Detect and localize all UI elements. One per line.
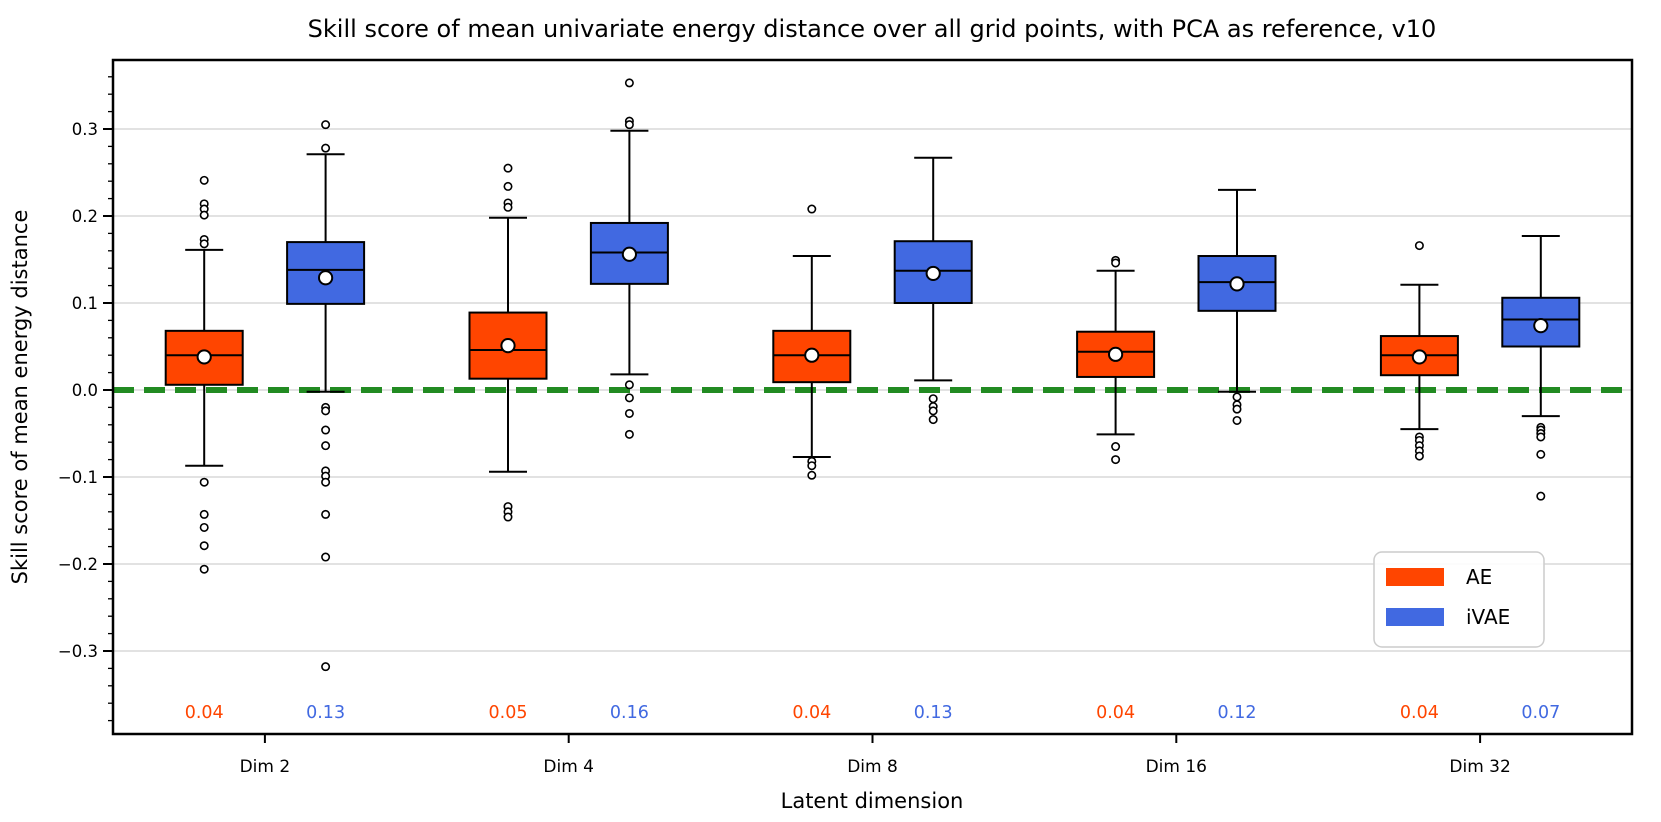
legend-label-ivae: iVAE xyxy=(1466,605,1510,629)
boxplot-ae-dim-32 xyxy=(1379,241,1459,461)
outlier-point xyxy=(503,202,513,212)
y-tick-label: 0.1 xyxy=(72,294,98,313)
x-tick-label: Dim 4 xyxy=(543,757,594,777)
outlier-point xyxy=(199,239,209,249)
outlier-point xyxy=(1111,455,1121,465)
legend-swatch-ivae xyxy=(1386,608,1444,626)
mean-value-label-ivae: 0.13 xyxy=(306,703,345,723)
outlier-point xyxy=(321,552,331,562)
outlier-point xyxy=(199,175,209,185)
boxplot-ae-dim-4 xyxy=(468,163,548,522)
mean-marker xyxy=(1533,318,1549,334)
boxplot-ivae-dim-2 xyxy=(286,120,366,672)
outlier-point xyxy=(321,662,331,672)
mean-value-label-ivae: 0.12 xyxy=(1218,703,1257,723)
outlier-point xyxy=(807,461,817,471)
mean-marker xyxy=(925,265,941,282)
mean-marker xyxy=(500,338,516,354)
x-tick-label: Dim 16 xyxy=(1146,757,1207,777)
mean-value-label-ivae: 0.13 xyxy=(914,703,953,723)
boxplot-ivae-dim-32 xyxy=(1501,235,1581,501)
mean-value-label-ae: 0.05 xyxy=(489,703,528,723)
outlier-point xyxy=(807,470,817,480)
mean-value-label-ae: 0.04 xyxy=(1400,703,1439,723)
outlier-point xyxy=(503,181,513,191)
mean-value-label-ae: 0.04 xyxy=(792,703,831,723)
outlier-point xyxy=(199,541,209,551)
outlier-point xyxy=(321,425,331,435)
y-axis-label: Skill score of mean energy distance xyxy=(8,210,32,585)
y-tick-label: −0.1 xyxy=(58,468,98,487)
outlier-point xyxy=(199,522,209,532)
outlier-point xyxy=(321,120,331,130)
outlier-point xyxy=(1536,491,1546,501)
boxplot-ae-dim-2 xyxy=(164,175,244,574)
mean-marker xyxy=(804,347,820,363)
outlier-point xyxy=(321,441,331,451)
y-tick-label: 0.2 xyxy=(72,207,98,226)
mean-marker xyxy=(1411,349,1428,365)
outlier-point xyxy=(1232,415,1242,425)
boxplot-ivae-dim-8 xyxy=(893,156,973,425)
outlier-point xyxy=(1111,442,1121,452)
mean-marker xyxy=(1108,346,1124,362)
legend-label-ae: AE xyxy=(1466,565,1492,589)
outlier-point xyxy=(321,143,331,153)
outlier-point xyxy=(1414,451,1424,461)
outlier-point xyxy=(199,564,209,574)
outlier-point xyxy=(1536,449,1546,459)
outlier-point xyxy=(503,512,513,522)
boxplot-ae-dim-8 xyxy=(772,204,852,480)
outlier-point xyxy=(503,163,513,173)
iqr-box xyxy=(1076,330,1156,378)
outlier-point xyxy=(199,509,209,519)
y-tick-label: 0.3 xyxy=(72,120,98,139)
mean-value-label-ivae: 0.16 xyxy=(610,703,649,723)
y-tick-label: −0.2 xyxy=(58,555,98,574)
mean-value-label-ae: 0.04 xyxy=(185,703,224,723)
outlier-point xyxy=(1536,432,1546,442)
x-tick-label: Dim 32 xyxy=(1449,757,1510,777)
outlier-point xyxy=(1232,392,1242,402)
x-axis-label: Latent dimension xyxy=(781,789,964,813)
outlier-point xyxy=(1232,404,1242,414)
outlier-point xyxy=(199,210,209,220)
mean-marker xyxy=(1229,276,1245,292)
chart-title: Skill score of mean univariate energy di… xyxy=(308,15,1437,43)
outlier-point xyxy=(321,509,331,519)
outlier-point xyxy=(1111,258,1121,268)
outlier-point xyxy=(199,477,209,487)
x-tick-label: Dim 8 xyxy=(847,757,898,777)
boxplot-ivae-dim-4 xyxy=(589,78,669,439)
outlier-point xyxy=(807,204,817,214)
x-tick-label: Dim 2 xyxy=(240,757,291,777)
outlier-point xyxy=(321,406,331,416)
y-tick-label: 0.0 xyxy=(72,381,98,400)
boxplot-ae-dim-16 xyxy=(1076,255,1156,465)
mean-marker xyxy=(196,349,212,365)
outlier-point xyxy=(624,429,634,439)
outlier-point xyxy=(624,380,634,390)
mean-marker xyxy=(621,246,638,262)
outlier-point xyxy=(1414,241,1424,251)
mean-marker xyxy=(318,270,334,286)
outlier-point xyxy=(321,477,331,487)
outlier-point xyxy=(928,406,938,416)
legend-swatch-ae xyxy=(1386,568,1444,586)
outlier-point xyxy=(928,415,938,425)
mean-value-label-ivae: 0.07 xyxy=(1521,703,1560,723)
outlier-point xyxy=(928,394,938,404)
iqr-box xyxy=(1197,255,1277,312)
legend-box xyxy=(1373,551,1545,648)
plot-area: 0.3 0.2 0.1 0.0 −0.1 −0.2 −0.3 Dim 2 Dim 4 Dim 8 D… xyxy=(58,58,1634,777)
outlier-point xyxy=(624,78,634,88)
y-tick-label: −0.3 xyxy=(58,642,98,661)
outlier-point xyxy=(624,393,634,403)
outlier-point xyxy=(624,120,634,130)
mean-value-label-ae: 0.04 xyxy=(1096,703,1135,723)
boxplot-ivae-dim-16 xyxy=(1197,188,1277,425)
outlier-point xyxy=(624,408,634,418)
